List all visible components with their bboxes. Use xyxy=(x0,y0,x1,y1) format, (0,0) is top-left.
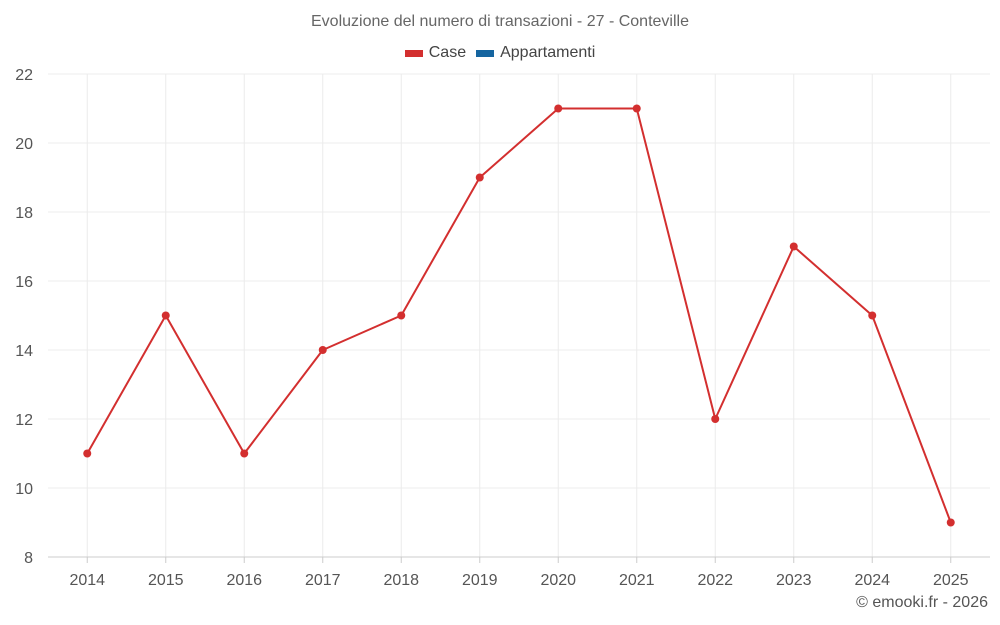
legend-swatch-case xyxy=(404,49,423,57)
chart-legend: Case Appartamenti xyxy=(0,44,1000,62)
data-point xyxy=(632,104,641,113)
x-tick-label: 2016 xyxy=(226,572,262,589)
x-tick-label: 2025 xyxy=(933,572,969,589)
data-point xyxy=(868,311,877,320)
data-point xyxy=(789,242,798,251)
data-point xyxy=(946,518,955,527)
data-point xyxy=(83,449,92,458)
x-tick-label: 2018 xyxy=(383,572,419,589)
x-tick-label: 2014 xyxy=(69,572,105,589)
data-point xyxy=(240,449,249,458)
x-tick-label: 2023 xyxy=(776,572,812,589)
x-tick-label: 2017 xyxy=(305,572,341,589)
y-tick-label: 22 xyxy=(15,67,33,84)
x-tick-label: 2015 xyxy=(148,572,184,589)
legend-item-case[interactable]: Case xyxy=(404,44,467,62)
y-tick-label: 14 xyxy=(15,343,33,360)
y-tick-label: 8 xyxy=(24,550,33,567)
y-tick-label: 20 xyxy=(15,136,33,153)
x-tick-label: 2022 xyxy=(697,572,733,589)
data-point xyxy=(318,346,327,354)
data-point xyxy=(161,311,170,320)
y-tick-label: 10 xyxy=(15,481,33,498)
data-point xyxy=(554,104,563,113)
y-tick-label: 12 xyxy=(15,412,33,429)
series-line xyxy=(86,107,952,523)
chart-title: Evoluzione del numero di transazioni - 2… xyxy=(311,13,689,30)
y-tick-label: 18 xyxy=(15,205,33,222)
x-tick-label: 2019 xyxy=(462,572,498,589)
x-tick-label: 2024 xyxy=(854,572,890,589)
x-tick-label: 2020 xyxy=(540,572,576,589)
legend-swatch-appartamenti xyxy=(476,49,495,57)
legend-item-appartamenti[interactable]: Appartamenti xyxy=(476,44,595,62)
credit-text: © emooki.fr - 2026 xyxy=(856,594,988,611)
x-tick-label: 2021 xyxy=(619,572,655,589)
y-tick-label: 16 xyxy=(15,274,33,291)
legend-label-appartamenti: Appartamenti xyxy=(500,44,596,61)
data-point xyxy=(475,173,484,182)
data-point xyxy=(397,311,406,320)
legend-label-case: Case xyxy=(428,44,467,61)
data-point xyxy=(711,415,720,423)
